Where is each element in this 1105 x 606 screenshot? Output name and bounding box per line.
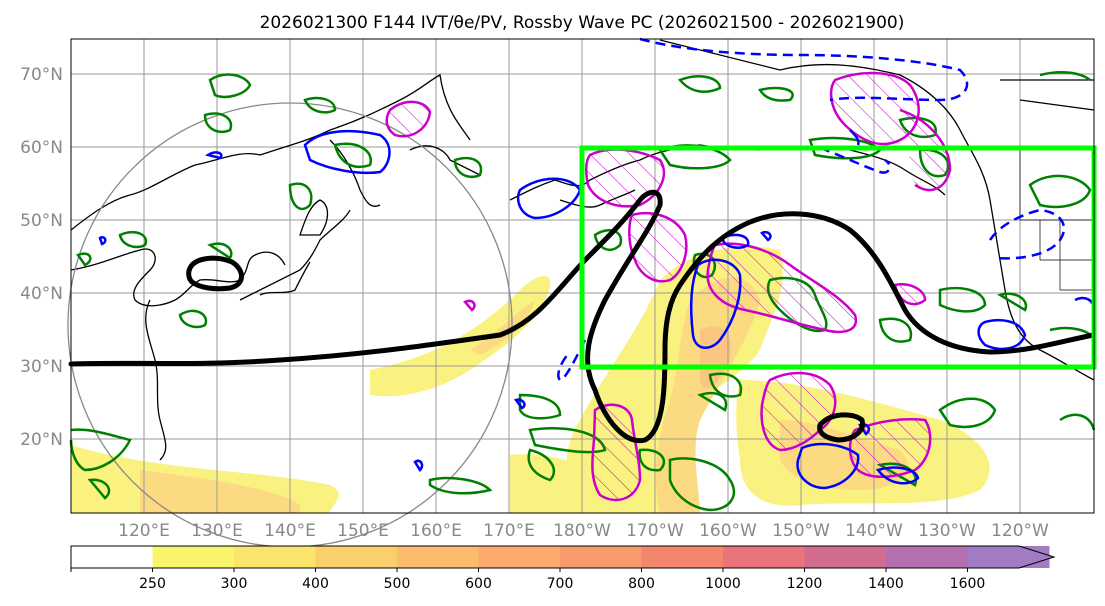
dashed-positive-contours	[557, 37, 1066, 382]
colorbar-tick-label: 800	[628, 576, 655, 592]
colorbar-segment	[71, 546, 153, 568]
colorbar-tick-label: 500	[384, 576, 411, 592]
lon-label: 130°W	[918, 521, 976, 541]
colorbar-segment	[152, 546, 235, 568]
map-title: 2026021300 F144 IVT/θe/PV, Rossby Wave P…	[260, 13, 905, 33]
map-area	[67, 37, 1097, 548]
map-frame	[70, 38, 1095, 514]
lon-label: 160°E	[410, 521, 462, 541]
colorbar-outline	[70, 545, 1056, 569]
colorbar-segment	[315, 546, 398, 568]
lon-label: 180°W	[553, 521, 611, 541]
colorbar-tick-label: 300	[221, 576, 248, 592]
colorbar-segment	[804, 546, 887, 568]
lon-label: 140°E	[264, 521, 316, 541]
colorbar-segment	[641, 546, 724, 568]
colorbar-tick-label: 1400	[868, 576, 904, 592]
jet-stream	[68, 189, 1097, 444]
colorbar-tick-label: 700	[547, 576, 574, 592]
lon-label: 130°E	[191, 521, 243, 541]
positive-anomaly-contours	[98, 129, 1096, 490]
lat-label: 40°N	[20, 284, 63, 304]
colorbar-segment	[560, 546, 642, 568]
colorbar-segment	[886, 546, 968, 568]
longitude-labels: 120°E 130°E 140°E 150°E 160°E 170°E 180°…	[118, 521, 1049, 541]
latitude-labels: 70°N 60°N 50°N 40°N 30°N 20°N	[20, 65, 63, 450]
colorbar-tick-label: 1000	[705, 576, 741, 592]
lon-label: 140°W	[845, 521, 903, 541]
colorbar-tick-label: 400	[302, 576, 329, 592]
colorbar: 250 300 400 500 600 700 800 1000 1200 1400 1600	[70, 545, 1056, 592]
lon-label: 150°W	[772, 521, 830, 541]
lon-label: 120°W	[991, 521, 1049, 541]
colorbar-tick-label: 1600	[950, 576, 986, 592]
lat-label: 60°N	[20, 138, 63, 158]
borders	[1019, 150, 1094, 291]
lon-label: 170°W	[626, 521, 684, 541]
colorbar-segment	[723, 546, 805, 568]
lon-label: 160°W	[699, 521, 757, 541]
colorbar-tick-label: 250	[139, 576, 166, 592]
lon-label: 170°E	[483, 521, 535, 541]
lat-label: 50°N	[20, 211, 63, 231]
lat-label: 20°N	[20, 430, 63, 450]
lat-label: 70°N	[20, 65, 63, 85]
colorbar-segment	[478, 546, 561, 568]
colorbar-tick-label: 1200	[787, 576, 823, 592]
colorbar-segment	[234, 546, 316, 568]
colorbar-segment	[397, 546, 479, 568]
lon-label: 150°E	[337, 521, 389, 541]
colorbar-tick-label: 600	[465, 576, 492, 592]
negative-anomaly-contours	[385, 71, 952, 502]
colorbar-extension	[967, 546, 1054, 568]
lon-label: 120°E	[118, 521, 170, 541]
lat-label: 30°N	[20, 357, 63, 377]
